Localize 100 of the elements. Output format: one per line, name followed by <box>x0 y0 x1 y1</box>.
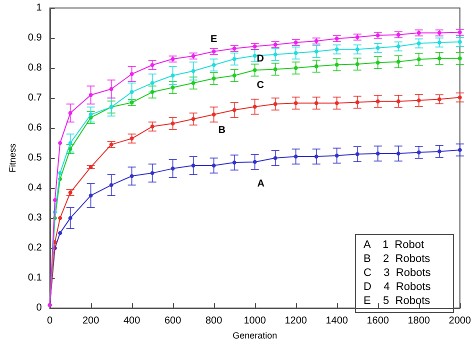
point <box>355 100 360 104</box>
point <box>68 111 72 116</box>
point <box>314 154 318 159</box>
point <box>396 44 400 48</box>
point <box>273 67 278 72</box>
series-label: E <box>210 34 218 46</box>
point <box>376 60 380 65</box>
point <box>212 164 216 168</box>
point <box>130 72 134 76</box>
x-tick-label: 0 <box>47 316 54 327</box>
point <box>88 93 93 98</box>
x-tick-label: 600 <box>164 316 182 327</box>
x-tick-label: 1800 <box>408 316 430 327</box>
point <box>150 90 154 94</box>
point <box>212 63 216 68</box>
point <box>458 148 462 152</box>
point <box>130 174 134 178</box>
x-tick-label: 200 <box>82 316 100 327</box>
y-axis-title: Fitness <box>8 143 18 173</box>
point <box>109 87 114 92</box>
x-axis-title: Generation <box>232 330 278 340</box>
point <box>150 63 154 68</box>
point <box>191 117 196 122</box>
point <box>68 216 72 220</box>
point <box>232 57 236 62</box>
y-tick-label: 1 <box>36 2 42 14</box>
point <box>109 183 114 188</box>
point <box>130 90 134 94</box>
point <box>232 108 236 112</box>
point <box>437 97 442 102</box>
point <box>273 52 278 57</box>
point <box>376 99 380 104</box>
y-tick-label: 0.8 <box>28 62 42 74</box>
x-tick-label: 1000 <box>244 316 266 327</box>
point <box>252 160 257 164</box>
point <box>416 57 421 62</box>
point <box>252 104 257 109</box>
point <box>232 160 236 165</box>
series-label: B <box>218 125 226 136</box>
point <box>334 62 339 67</box>
point <box>334 47 339 52</box>
point <box>294 66 298 70</box>
point <box>314 101 318 106</box>
x-tick-label: 1600 <box>366 316 390 327</box>
point <box>314 50 318 54</box>
point <box>294 101 298 106</box>
y-tick-label: 0.7 <box>28 92 42 104</box>
annotation: B 2 Robots <box>364 253 431 265</box>
x-tick-label: 1400 <box>326 316 348 327</box>
point <box>458 95 462 100</box>
point <box>58 216 62 220</box>
point <box>52 198 57 202</box>
series-label: C <box>256 80 264 92</box>
point <box>58 171 62 176</box>
point <box>437 40 442 45</box>
point <box>355 47 360 52</box>
x-tick-label: 1200 <box>284 316 308 327</box>
point <box>396 60 400 64</box>
point <box>355 62 360 66</box>
point <box>334 154 339 158</box>
point <box>68 141 72 146</box>
point <box>416 41 421 46</box>
point <box>252 54 257 58</box>
point <box>170 86 175 90</box>
point <box>416 98 421 102</box>
y-tick-label: 0 <box>36 302 42 314</box>
point <box>396 152 400 156</box>
point <box>273 156 278 160</box>
point <box>150 171 154 176</box>
point <box>437 149 442 154</box>
y-tick-label: 0.1 <box>28 272 42 284</box>
point <box>191 81 196 86</box>
point <box>212 112 216 117</box>
point <box>294 51 298 56</box>
point <box>273 102 278 106</box>
point <box>294 154 298 159</box>
series-label: A <box>257 178 264 190</box>
y-tick-label: 0.5 <box>28 152 42 164</box>
point <box>212 76 216 81</box>
point <box>150 124 154 129</box>
series-label: D <box>256 54 264 65</box>
point <box>150 81 154 86</box>
point <box>396 99 400 104</box>
point <box>191 164 196 168</box>
point <box>58 141 62 146</box>
x-tick-label: 400 <box>123 316 141 327</box>
x-tick-label: 800 <box>205 316 223 327</box>
x-tick-label: 2000 <box>448 316 472 327</box>
point <box>130 136 134 141</box>
y-tick-label: 0.9 <box>28 32 42 44</box>
annotation: A 1 Robot <box>364 239 424 251</box>
point <box>416 150 421 154</box>
y-tick-label: 0.6 <box>28 122 42 134</box>
point <box>170 122 175 126</box>
point <box>334 101 339 106</box>
point <box>458 56 462 60</box>
point <box>252 68 257 72</box>
point <box>68 147 72 152</box>
point <box>355 152 360 156</box>
point <box>458 40 462 44</box>
